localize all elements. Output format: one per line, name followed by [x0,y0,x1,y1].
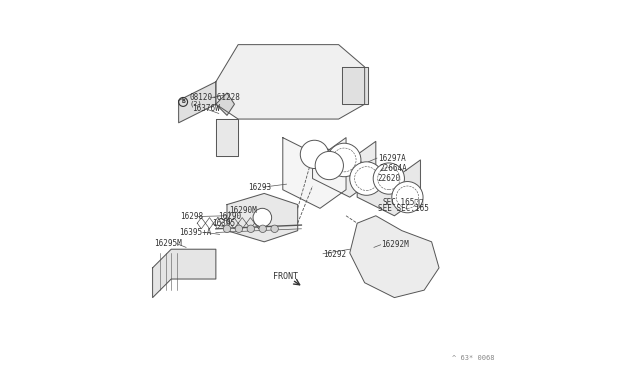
Text: 16297A: 16297A [378,154,405,163]
Circle shape [373,163,404,194]
Circle shape [300,140,328,169]
Polygon shape [216,119,238,156]
Circle shape [315,151,344,180]
Text: 08120-61228: 08120-61228 [189,93,240,102]
Text: 16298: 16298 [180,212,204,221]
Circle shape [247,225,255,232]
Circle shape [392,182,423,213]
Text: 16395: 16395 [212,219,236,228]
Polygon shape [342,67,369,104]
Polygon shape [357,160,420,216]
Text: ^ 63* 0068: ^ 63* 0068 [452,355,495,361]
Circle shape [349,162,383,195]
Text: 16290: 16290 [218,212,241,221]
Polygon shape [283,138,346,208]
Polygon shape [227,193,298,242]
Text: 22664A: 22664A [380,164,407,173]
Polygon shape [312,141,376,197]
Text: 16395+A: 16395+A [179,228,211,237]
Circle shape [328,143,361,177]
Polygon shape [152,249,216,298]
Text: 16290M: 16290M [229,206,257,215]
Circle shape [271,225,278,232]
Text: 22620: 22620 [378,174,401,183]
Text: B: B [181,99,185,105]
Text: (2): (2) [189,100,202,107]
Text: 16376W: 16376W [191,105,220,113]
Text: FRONT: FRONT [273,272,298,280]
Polygon shape [216,93,234,115]
Circle shape [259,225,266,232]
Polygon shape [179,82,216,123]
Text: 16292M: 16292M [381,240,409,249]
Polygon shape [349,216,439,298]
Text: SEC.165参照: SEC.165参照 [383,197,424,206]
Circle shape [235,225,243,232]
Text: 16295M: 16295M [154,239,182,248]
Circle shape [223,225,231,232]
Text: 16293: 16293 [248,183,271,192]
Polygon shape [216,45,365,119]
Circle shape [253,208,271,227]
Text: 16292: 16292 [323,250,346,259]
Text: SEE SEC.165: SEE SEC.165 [378,204,429,213]
